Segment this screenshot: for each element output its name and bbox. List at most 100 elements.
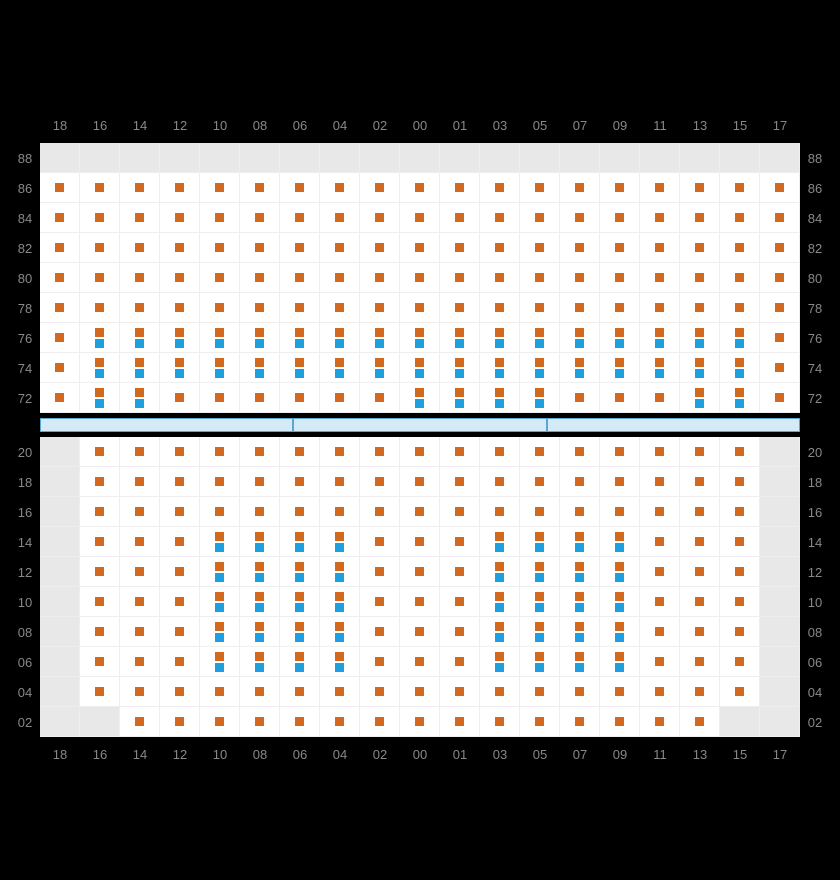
seat-cell[interactable]: [680, 323, 720, 353]
seat-cell[interactable]: [240, 383, 280, 413]
seat-cell[interactable]: [400, 173, 440, 203]
seat-cell[interactable]: [80, 383, 120, 413]
seat-cell[interactable]: [640, 233, 680, 263]
seat-cell[interactable]: [120, 557, 160, 587]
seat-cell[interactable]: [80, 617, 120, 647]
seat-cell[interactable]: [560, 203, 600, 233]
seat-cell[interactable]: [440, 677, 480, 707]
seat-cell[interactable]: [240, 263, 280, 293]
seat-cell[interactable]: [400, 527, 440, 557]
seat-cell[interactable]: [520, 497, 560, 527]
seat-cell[interactable]: [80, 587, 120, 617]
seat-cell[interactable]: [440, 467, 480, 497]
seat-cell[interactable]: [760, 263, 800, 293]
seat-cell[interactable]: [440, 353, 480, 383]
seat-cell[interactable]: [680, 203, 720, 233]
seat-cell[interactable]: [520, 437, 560, 467]
seat-cell[interactable]: [200, 467, 240, 497]
seat-cell[interactable]: [280, 173, 320, 203]
seat-cell[interactable]: [40, 173, 80, 203]
seat-cell[interactable]: [640, 527, 680, 557]
seat-cell[interactable]: [680, 557, 720, 587]
seat-cell[interactable]: [560, 467, 600, 497]
seat-cell[interactable]: [360, 437, 400, 467]
seat-cell[interactable]: [200, 173, 240, 203]
seat-cell[interactable]: [440, 233, 480, 263]
seat-cell[interactable]: [400, 293, 440, 323]
seat-cell[interactable]: [680, 173, 720, 203]
seat-cell[interactable]: [200, 587, 240, 617]
seat-cell[interactable]: [720, 233, 760, 263]
seat-cell[interactable]: [360, 677, 400, 707]
seat-cell[interactable]: [560, 497, 600, 527]
seat-cell[interactable]: [200, 233, 240, 263]
seat-cell[interactable]: [640, 467, 680, 497]
seat-cell[interactable]: [480, 437, 520, 467]
seat-cell[interactable]: [280, 353, 320, 383]
seat-cell[interactable]: [280, 233, 320, 263]
seat-cell[interactable]: [480, 527, 520, 557]
seat-cell[interactable]: [240, 617, 280, 647]
seat-cell[interactable]: [200, 707, 240, 737]
seat-cell[interactable]: [640, 617, 680, 647]
seat-cell[interactable]: [600, 557, 640, 587]
seat-cell[interactable]: [360, 587, 400, 617]
seat-cell[interactable]: [400, 647, 440, 677]
seat-cell[interactable]: [640, 707, 680, 737]
seat-cell[interactable]: [720, 437, 760, 467]
seat-cell[interactable]: [440, 707, 480, 737]
seat-cell[interactable]: [680, 437, 720, 467]
seat-cell[interactable]: [360, 617, 400, 647]
seat-cell[interactable]: [600, 353, 640, 383]
seat-cell[interactable]: [80, 323, 120, 353]
seat-cell[interactable]: [280, 323, 320, 353]
seat-cell[interactable]: [200, 647, 240, 677]
seat-cell[interactable]: [480, 707, 520, 737]
seat-cell[interactable]: [240, 353, 280, 383]
seat-cell[interactable]: [600, 497, 640, 527]
seat-cell[interactable]: [680, 677, 720, 707]
seat-cell[interactable]: [240, 203, 280, 233]
seat-cell[interactable]: [640, 587, 680, 617]
seat-cell[interactable]: [240, 323, 280, 353]
seat-cell[interactable]: [640, 173, 680, 203]
seat-cell[interactable]: [680, 647, 720, 677]
seat-cell[interactable]: [160, 383, 200, 413]
seat-cell[interactable]: [400, 383, 440, 413]
seat-cell[interactable]: [760, 323, 800, 353]
seat-cell[interactable]: [720, 173, 760, 203]
seat-cell[interactable]: [440, 647, 480, 677]
seat-cell[interactable]: [680, 497, 720, 527]
seat-cell[interactable]: [280, 383, 320, 413]
seat-cell[interactable]: [280, 557, 320, 587]
seat-cell[interactable]: [40, 323, 80, 353]
seat-cell[interactable]: [480, 647, 520, 677]
seat-cell[interactable]: [720, 497, 760, 527]
seat-cell[interactable]: [120, 293, 160, 323]
seat-cell[interactable]: [520, 647, 560, 677]
seat-cell[interactable]: [200, 203, 240, 233]
seat-cell[interactable]: [120, 587, 160, 617]
seat-cell[interactable]: [120, 467, 160, 497]
seat-cell[interactable]: [720, 647, 760, 677]
seat-cell[interactable]: [720, 587, 760, 617]
seat-cell[interactable]: [360, 557, 400, 587]
seat-cell[interactable]: [400, 557, 440, 587]
seat-cell[interactable]: [600, 707, 640, 737]
seat-cell[interactable]: [600, 467, 640, 497]
seat-cell[interactable]: [680, 587, 720, 617]
seat-cell[interactable]: [720, 203, 760, 233]
seat-cell[interactable]: [640, 383, 680, 413]
seat-cell[interactable]: [160, 647, 200, 677]
seat-cell[interactable]: [80, 467, 120, 497]
seat-cell[interactable]: [120, 497, 160, 527]
seat-cell[interactable]: [80, 437, 120, 467]
seat-cell[interactable]: [400, 677, 440, 707]
seat-cell[interactable]: [360, 497, 400, 527]
seat-cell[interactable]: [400, 617, 440, 647]
seat-cell[interactable]: [400, 707, 440, 737]
seat-cell[interactable]: [440, 527, 480, 557]
seat-cell[interactable]: [440, 557, 480, 587]
seat-cell[interactable]: [120, 383, 160, 413]
seat-cell[interactable]: [720, 617, 760, 647]
